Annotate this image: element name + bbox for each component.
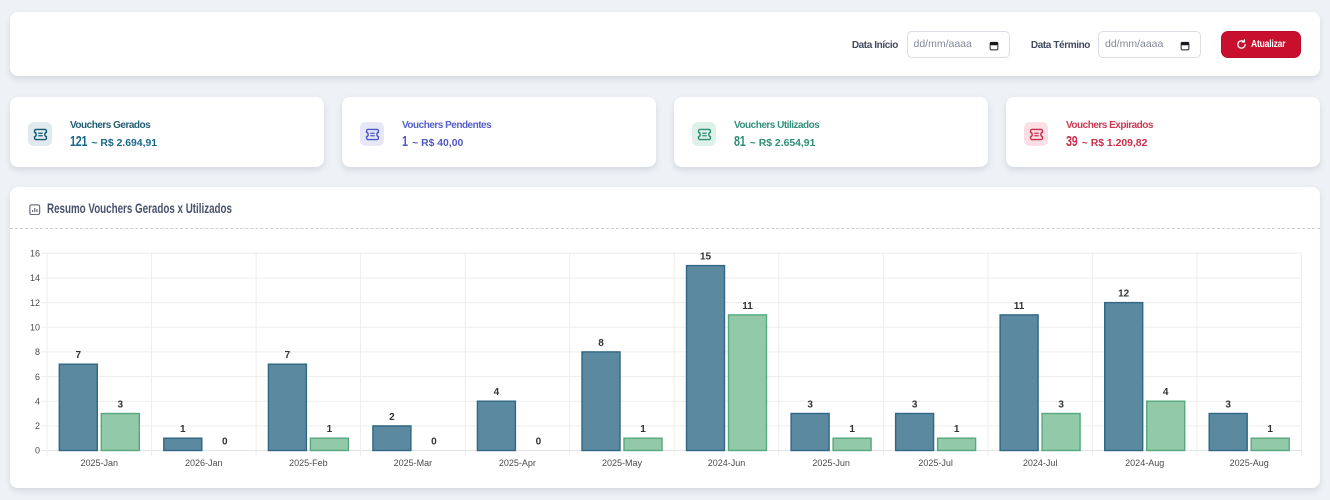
svg-text:15: 15 bbox=[700, 252, 712, 263]
svg-text:1: 1 bbox=[954, 424, 960, 435]
svg-text:2: 2 bbox=[389, 412, 395, 423]
svg-text:8: 8 bbox=[598, 338, 604, 349]
svg-text:12: 12 bbox=[1118, 289, 1130, 300]
svg-text:12: 12 bbox=[30, 298, 40, 308]
svg-text:0: 0 bbox=[431, 437, 437, 448]
svg-text:2025-Jan: 2025-Jan bbox=[81, 458, 119, 468]
svg-text:14: 14 bbox=[30, 273, 40, 283]
svg-text:2026-Jan: 2026-Jan bbox=[185, 458, 223, 468]
svg-text:1: 1 bbox=[849, 424, 855, 435]
svg-text:7: 7 bbox=[76, 350, 82, 361]
svg-text:7: 7 bbox=[285, 350, 291, 361]
svg-text:2025-Aug: 2025-Aug bbox=[1230, 458, 1269, 468]
svg-text:10: 10 bbox=[30, 322, 40, 332]
svg-text:2025-May: 2025-May bbox=[602, 458, 643, 468]
svg-text:1: 1 bbox=[640, 424, 646, 435]
svg-text:16: 16 bbox=[30, 249, 40, 259]
svg-text:8: 8 bbox=[35, 347, 40, 357]
svg-text:11: 11 bbox=[742, 301, 753, 312]
svg-text:2: 2 bbox=[35, 421, 40, 431]
svg-text:3: 3 bbox=[807, 400, 813, 411]
svg-text:4: 4 bbox=[494, 387, 500, 398]
svg-text:1: 1 bbox=[327, 424, 333, 435]
svg-text:2025-Feb: 2025-Feb bbox=[289, 458, 328, 468]
svg-text:4: 4 bbox=[1163, 387, 1169, 398]
svg-text:3: 3 bbox=[912, 400, 918, 411]
svg-text:2025-Mar: 2025-Mar bbox=[394, 458, 433, 468]
svg-text:0: 0 bbox=[35, 446, 40, 456]
svg-text:11: 11 bbox=[1014, 301, 1025, 312]
svg-text:3: 3 bbox=[1225, 400, 1231, 411]
svg-text:6: 6 bbox=[35, 372, 40, 382]
svg-text:1: 1 bbox=[1267, 424, 1273, 435]
svg-text:3: 3 bbox=[118, 400, 124, 411]
svg-text:0: 0 bbox=[536, 437, 542, 448]
svg-text:4: 4 bbox=[35, 396, 40, 406]
svg-text:2025-Apr: 2025-Apr bbox=[499, 458, 536, 468]
svg-text:1: 1 bbox=[180, 424, 186, 435]
svg-text:2025-Jun: 2025-Jun bbox=[812, 458, 850, 468]
svg-text:2024-Aug: 2024-Aug bbox=[1125, 458, 1164, 468]
svg-text:2024-Jun: 2024-Jun bbox=[708, 458, 746, 468]
svg-text:3: 3 bbox=[1058, 400, 1064, 411]
svg-text:0: 0 bbox=[222, 437, 228, 448]
svg-text:2024-Jul: 2024-Jul bbox=[1023, 458, 1058, 468]
svg-text:2025-Jul: 2025-Jul bbox=[918, 458, 953, 468]
